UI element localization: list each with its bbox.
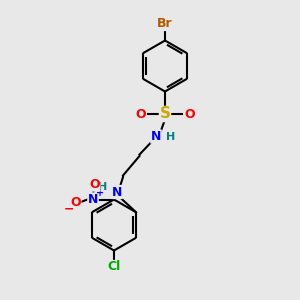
Text: +: +: [96, 188, 105, 198]
Text: −: −: [64, 202, 74, 216]
Text: O: O: [135, 107, 146, 121]
Text: Br: Br: [157, 17, 173, 31]
Text: N: N: [112, 185, 122, 199]
Text: H: H: [167, 131, 176, 142]
Text: Cl: Cl: [107, 260, 121, 274]
Text: O: O: [184, 107, 195, 121]
Text: N: N: [88, 193, 98, 206]
Text: H: H: [98, 182, 107, 193]
Text: N: N: [151, 130, 161, 143]
Text: O: O: [89, 178, 100, 191]
Text: O: O: [70, 196, 81, 209]
Text: S: S: [160, 106, 170, 122]
